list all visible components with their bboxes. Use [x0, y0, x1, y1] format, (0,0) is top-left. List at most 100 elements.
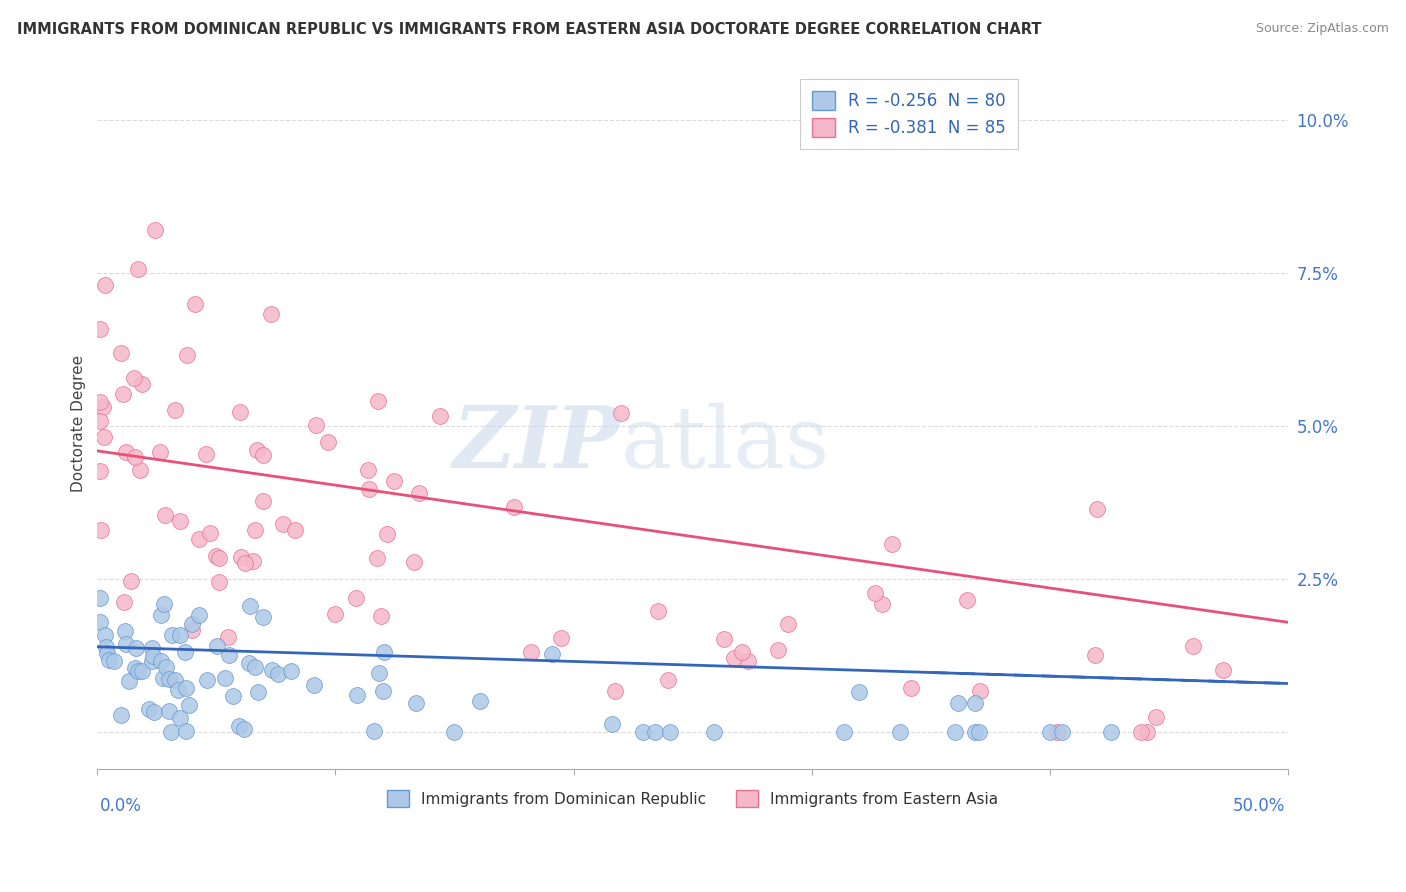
Point	[152, 597, 174, 611]
Point	[179, 698, 201, 713]
Point	[94, 627, 117, 641]
Text: 50.0%: 50.0%	[1233, 797, 1285, 814]
Text: 0.0%: 0.0%	[100, 797, 142, 814]
Point	[233, 556, 256, 570]
Point	[157, 704, 180, 718]
Point	[169, 514, 191, 528]
Point	[122, 371, 145, 385]
Point	[233, 723, 256, 737]
Point	[405, 696, 427, 710]
Point	[200, 525, 222, 540]
Point	[152, 671, 174, 685]
Point	[174, 724, 197, 739]
Point	[217, 630, 239, 644]
Point	[408, 486, 430, 500]
Point	[243, 524, 266, 538]
Point	[965, 725, 987, 739]
Point	[723, 651, 745, 665]
Point	[181, 617, 204, 632]
Point	[889, 725, 911, 739]
Point	[778, 616, 800, 631]
Point	[363, 724, 385, 739]
Point	[956, 592, 979, 607]
Point	[243, 660, 266, 674]
Point	[737, 654, 759, 668]
Point	[97, 653, 120, 667]
Point	[252, 448, 274, 462]
Point	[229, 549, 252, 564]
Point	[323, 607, 346, 622]
Point	[468, 694, 491, 708]
Point	[120, 574, 142, 588]
Point	[520, 644, 543, 658]
Point	[93, 430, 115, 444]
Point	[176, 347, 198, 361]
Point	[371, 684, 394, 698]
Point	[205, 639, 228, 653]
Point	[1099, 725, 1122, 739]
Text: IMMIGRANTS FROM DOMINICAN REPUBLIC VS IMMIGRANTS FROM EASTERN ASIA DOCTORATE DEG: IMMIGRANTS FROM DOMINICAN REPUBLIC VS IM…	[17, 22, 1042, 37]
Point	[163, 403, 186, 417]
Point	[1050, 725, 1073, 739]
Point	[271, 516, 294, 531]
Point	[1144, 710, 1167, 724]
Point	[1039, 725, 1062, 739]
Point	[647, 604, 669, 618]
Point	[96, 640, 118, 654]
Point	[832, 725, 855, 739]
Point	[218, 648, 240, 662]
Legend: Immigrants from Dominican Republic, Immigrants from Eastern Asia: Immigrants from Dominican Republic, Immi…	[381, 783, 1004, 814]
Point	[114, 624, 136, 638]
Point	[605, 683, 627, 698]
Point	[247, 684, 270, 698]
Point	[368, 665, 391, 680]
Point	[89, 322, 111, 336]
Point	[143, 705, 166, 719]
Point	[402, 556, 425, 570]
Point	[124, 661, 146, 675]
Point	[316, 435, 339, 450]
Point	[900, 681, 922, 695]
Point	[731, 645, 754, 659]
Point	[127, 664, 149, 678]
Point	[149, 607, 172, 622]
Point	[1130, 725, 1153, 739]
Point	[127, 262, 149, 277]
Point	[882, 537, 904, 551]
Point	[228, 405, 250, 419]
Point	[644, 725, 666, 739]
Point	[94, 278, 117, 293]
Point	[124, 450, 146, 464]
Point	[143, 223, 166, 237]
Point	[181, 624, 204, 638]
Point	[131, 376, 153, 391]
Point	[382, 475, 405, 489]
Text: ZIP: ZIP	[453, 402, 621, 486]
Point	[110, 346, 132, 360]
Point	[657, 673, 679, 687]
Point	[443, 725, 465, 739]
Point	[153, 508, 176, 522]
Point	[89, 395, 111, 409]
Point	[1083, 648, 1105, 662]
Point	[166, 683, 188, 698]
Point	[283, 523, 305, 537]
Point	[195, 673, 218, 688]
Point	[503, 500, 526, 515]
Point	[703, 724, 725, 739]
Point	[373, 645, 395, 659]
Point	[141, 654, 163, 668]
Point	[302, 678, 325, 692]
Point	[242, 554, 264, 568]
Point	[600, 716, 623, 731]
Point	[540, 647, 562, 661]
Point	[863, 585, 886, 599]
Point	[370, 608, 392, 623]
Point	[766, 643, 789, 657]
Point	[1212, 663, 1234, 677]
Point	[429, 409, 451, 423]
Point	[246, 443, 269, 458]
Point	[228, 719, 250, 733]
Point	[266, 667, 288, 681]
Y-axis label: Doctorate Degree: Doctorate Degree	[72, 355, 86, 491]
